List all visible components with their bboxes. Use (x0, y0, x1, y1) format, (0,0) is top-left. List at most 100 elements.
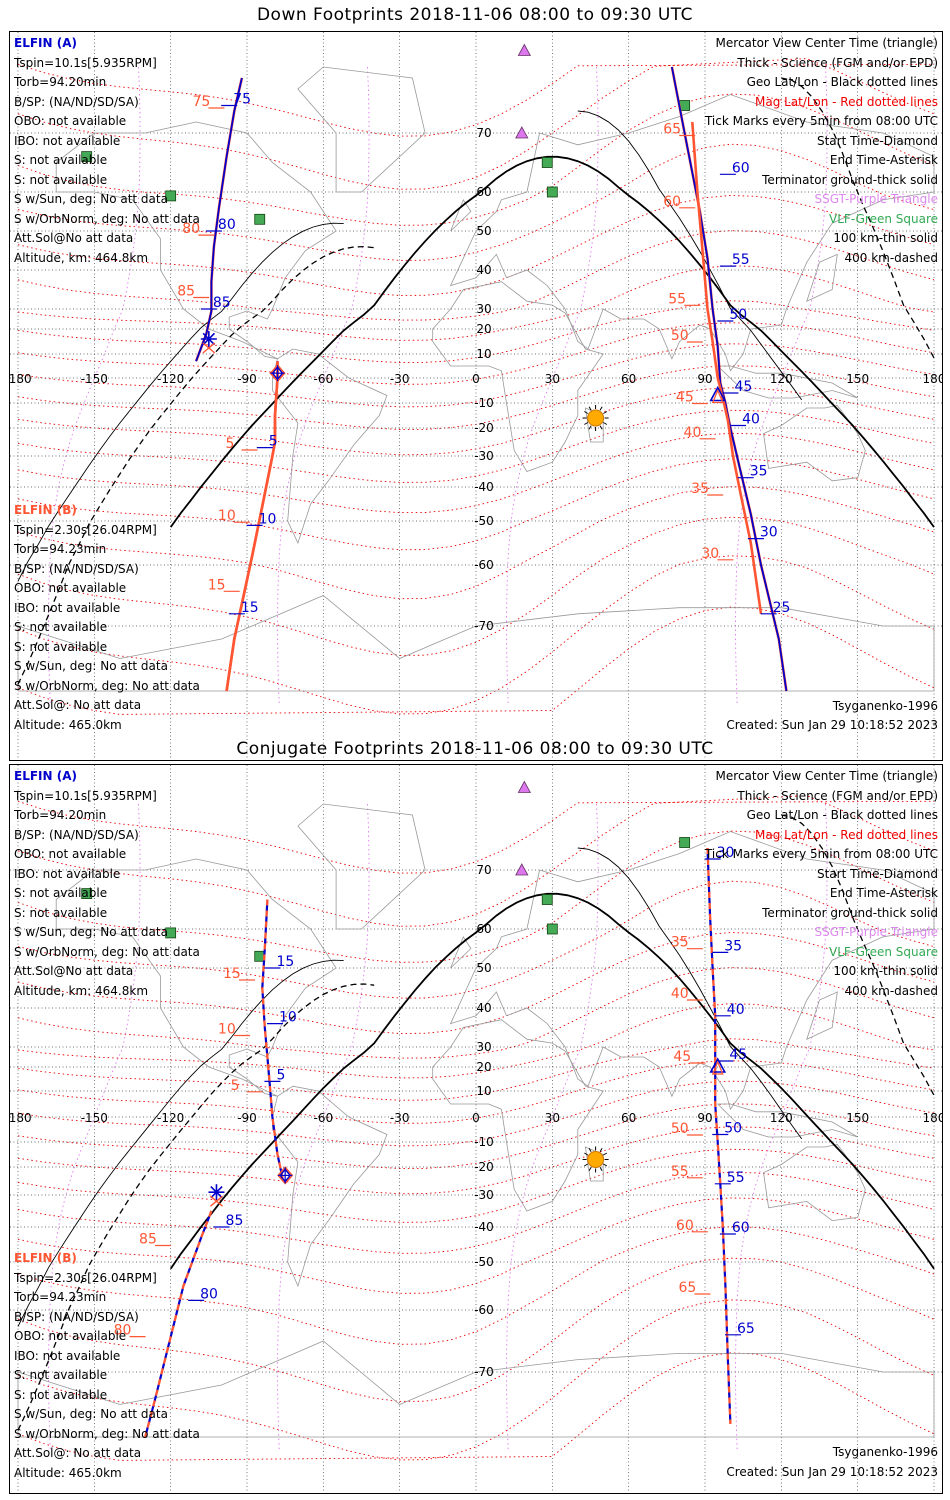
mag-lat-line (17, 230, 935, 321)
mag-lon-line (506, 803, 599, 1451)
elfin-a-tick-label: 65 (737, 1321, 755, 1337)
info-line: IBO: not available (14, 866, 121, 881)
mag-lat-line (17, 195, 935, 296)
lat-tick-label: 40 (476, 263, 491, 277)
mercator-map: -180 -150 -120 -90 -60 -30 0 30 60 90 120 150 180 70 6… (10, 765, 942, 1493)
mag-lat-line (17, 486, 935, 600)
elfin-a-tick-label: 55 (727, 1170, 745, 1186)
vlf-square-icon (165, 927, 177, 939)
elfin-b-tick-label: 85 (139, 1232, 157, 1248)
axis-labels: -180 -150 -120 -90 -60 -30 0 30 60 90 120 150 180 70 6… (10, 863, 942, 1379)
elfin-b-tick-label: 10 (218, 508, 236, 524)
vlf-square-icon (81, 888, 93, 899)
lat-tick-label: -20 (474, 1160, 494, 1174)
coastline (297, 803, 426, 930)
km100-line (577, 847, 803, 1140)
sun-ray (599, 1147, 603, 1152)
mag-lat-line (17, 800, 935, 874)
lat-tick-label: -40 (474, 1220, 494, 1234)
lat-tick-label: 60 (476, 922, 491, 936)
lat-tick-label: -70 (474, 619, 494, 633)
elfin-a-tick-label: 10 (279, 1010, 297, 1026)
info-line: S: not available (14, 905, 108, 920)
lat-tick-label: -30 (474, 1188, 494, 1202)
elfin-a-tick-label: 60 (732, 1220, 750, 1236)
elfin-b-tick-label: 5 (231, 1078, 240, 1094)
sgt-triangle-icon (517, 43, 532, 56)
elfin-a-tick-label: 40 (727, 1002, 745, 1018)
lat-tick-label: -40 (474, 480, 494, 494)
mag-lat-line (17, 967, 935, 1059)
coastline (55, 858, 337, 1097)
mag-lat-line (17, 63, 935, 137)
elfin-b-tick-label: 55 (668, 291, 686, 307)
info-line: OBO: not available (14, 1329, 127, 1343)
lon-tick-label: 90 (697, 372, 712, 386)
info-line: Altitude, km: 464.8km (14, 983, 149, 998)
elfin-a-tick-label: 55 (732, 252, 750, 268)
lon-tick-label: -180 (10, 1111, 32, 1125)
elfin-a-tick-label: 85 (213, 295, 231, 311)
legend-100km: 100 km-thin solid (833, 231, 938, 245)
elfin-a-tick-label: 50 (729, 307, 747, 323)
elfin-a-tick-label: 60 (732, 160, 750, 176)
sun-ray (588, 406, 592, 411)
asterisk-stroke-b (210, 1195, 223, 1207)
vlf-square-icon (81, 151, 93, 162)
lon-tick-label: 90 (697, 1111, 712, 1125)
panel-title: Down Footprints 2018-11-06 08:00 to 09:3… (256, 5, 694, 25)
elfin-b-tick-label: 50 (671, 328, 689, 344)
lon-tick-label: -120 (157, 372, 184, 386)
elfin-b-tick-label: 15 (208, 577, 226, 593)
info-line: Tspin=2.30s[26.04RPM] (14, 522, 157, 537)
model-label: Tsyganenko-1996 (832, 1445, 938, 1459)
vlf-square-icon (541, 157, 553, 168)
legend-terminator: Terminator ground-thick solid (762, 905, 938, 920)
lat-tick-label: 20 (476, 322, 491, 336)
lon-tick-label: 30 (545, 372, 560, 386)
vlf-square-icon (254, 213, 266, 225)
legend-400km: 400 km-dashed (844, 983, 938, 998)
lon-tick-label: -60 (314, 1111, 334, 1125)
model-label: Tsyganenko-1996 (832, 699, 938, 713)
coastline (297, 66, 426, 193)
mag-lon-line (277, 803, 370, 1451)
km400-line (17, 983, 375, 1431)
sun-ray (584, 1163, 589, 1167)
sun-disk (587, 1151, 605, 1168)
legend-100km: 100 km-thin solid (833, 964, 938, 978)
info-line: Altitude: 465.0km (14, 1465, 122, 1480)
legend-ticks: Tick Marks every 5min from 08:00 UTC (704, 847, 938, 861)
asterisk-stroke (210, 1185, 223, 1199)
info-line: Tspin=10.1s[5.935RPM] (14, 55, 157, 70)
elfin-b-tick-label: 60 (663, 194, 681, 210)
sun-ray (584, 422, 589, 425)
elfin-a-tick-label: 45 (734, 379, 752, 395)
coastline (716, 1103, 858, 1138)
coastline (17, 1340, 935, 1438)
sgt-triangle-icon (515, 863, 529, 876)
lat-tick-label: -10 (474, 396, 494, 410)
mag-lat-line (17, 343, 935, 408)
info-line: OBO: not available (14, 114, 127, 128)
km400-line (17, 245, 375, 685)
mag-lon-line (735, 803, 828, 1451)
elfin-b-tick-label: 10 (218, 1022, 236, 1038)
sun-ray (588, 1147, 592, 1152)
elfin-b-track (706, 847, 732, 1425)
elfin-a-track (706, 847, 732, 1425)
info-line: S: not available (14, 1368, 108, 1382)
mag-lat-line (17, 265, 935, 341)
coastline (763, 405, 866, 482)
elfin-b-tick-label: 80 (114, 1323, 132, 1339)
mag-lat-line (17, 516, 935, 656)
vlf-square-icon (546, 186, 558, 198)
info-line: OBO: not available (14, 581, 127, 595)
info-line: S w/Sun, deg: No att data (14, 925, 168, 939)
coastline (272, 348, 388, 545)
coastline (432, 281, 604, 472)
km400-line (781, 77, 935, 359)
lat-tick-label: -60 (474, 1303, 494, 1317)
info-line: S w/Sun, deg: No att data (14, 1407, 168, 1421)
center-triangle-icon (711, 388, 724, 404)
